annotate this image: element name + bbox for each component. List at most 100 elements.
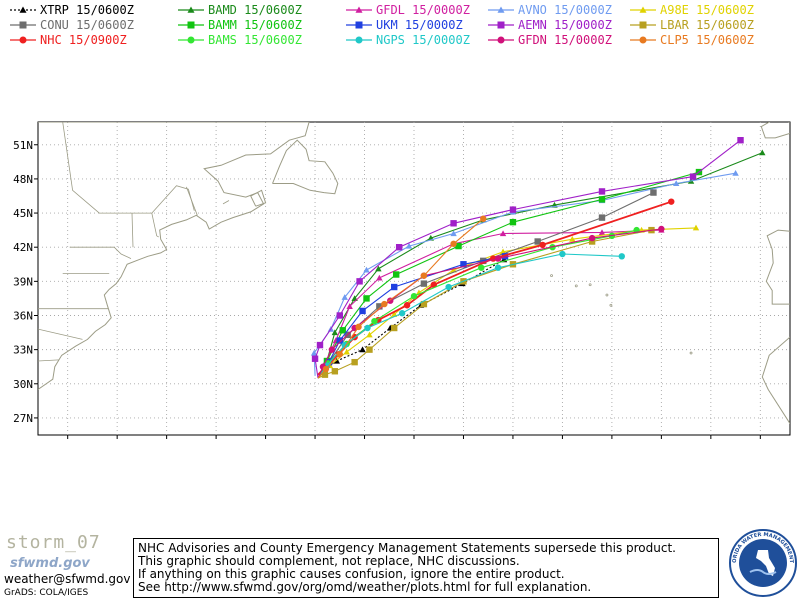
- legend-label: BAMM 15/0600Z: [208, 18, 302, 32]
- track-point: [363, 266, 370, 273]
- track-point: [692, 224, 700, 231]
- track-point: [359, 346, 366, 353]
- y-tick-label: 27N: [13, 412, 33, 425]
- track-point: [588, 234, 596, 242]
- track-point: [351, 358, 358, 366]
- legend-label: AEMN 15/0000Z: [518, 18, 612, 32]
- track-point: [328, 346, 336, 353]
- y-tick-label: 48N: [13, 173, 33, 186]
- track-point: [455, 242, 462, 250]
- branding-block: storm_07 sfwmd.gov weather@sfwmd.gov GrA…: [4, 532, 132, 600]
- political-border: [186, 186, 198, 216]
- track-point: [391, 324, 398, 332]
- map-content: [38, 122, 790, 435]
- political-border: [62, 122, 195, 214]
- track-point: [410, 292, 418, 300]
- legend-label: GFDN 15/0000Z: [518, 33, 612, 47]
- track-point: [336, 312, 343, 319]
- circle-marker-icon: [187, 36, 195, 44]
- legend-label: CONU 15/0600Z: [40, 18, 134, 32]
- coastline: [765, 229, 790, 305]
- track-point: [341, 294, 348, 300]
- legend-label: GFDL 15/0000Z: [376, 3, 470, 17]
- y-tick-label: 42N: [13, 241, 33, 254]
- legend-swatch: [488, 36, 514, 44]
- track-point: [450, 220, 457, 227]
- track-point: [398, 310, 406, 317]
- track-point: [559, 250, 566, 258]
- political-border: [69, 246, 132, 259]
- legend-label: UKM 15/0000Z: [376, 18, 463, 32]
- track-point: [732, 170, 739, 176]
- track-point: [343, 348, 350, 355]
- square-marker-icon: [355, 21, 363, 29]
- track-aemn: [311, 137, 744, 379]
- triangle-marker-icon: [355, 6, 363, 13]
- coastline: [38, 122, 310, 390]
- y-tick-label: 33N: [13, 344, 33, 357]
- disclaimer-line: If anything on this graphic causes confu…: [138, 567, 565, 581]
- track-point: [333, 357, 341, 364]
- legend-swatch: [178, 6, 204, 13]
- legend-label: A98E 15/0600Z: [660, 3, 754, 17]
- track-point: [391, 283, 398, 291]
- track-point: [339, 327, 346, 334]
- triangle-marker-icon: [187, 6, 195, 13]
- political-border: [38, 328, 83, 340]
- track-point: [355, 323, 362, 331]
- island: [574, 284, 578, 288]
- legend-swatch: [488, 21, 514, 29]
- political-border: [222, 200, 230, 205]
- track-point: [341, 341, 348, 349]
- track-point: [509, 218, 517, 226]
- legend-swatch: [346, 21, 372, 29]
- track-point: [366, 331, 373, 338]
- track-point: [759, 149, 766, 156]
- track-point: [480, 215, 487, 222]
- track-point: [363, 295, 370, 302]
- track-point: [321, 371, 329, 378]
- legend-swatch: [630, 36, 656, 44]
- legend-label: LBAR 15/0600Z: [660, 18, 754, 32]
- model-tracks: [310, 137, 766, 379]
- disclaimer-line: This graphic should complement, not repl…: [138, 554, 520, 568]
- track-point: [420, 300, 428, 308]
- disclaimer-line: NHC Advisories and County Emergency Mana…: [138, 541, 676, 555]
- legend-swatch: [630, 6, 656, 13]
- legend-label: AVNO 15/0000Z: [518, 3, 612, 17]
- track-point: [336, 337, 343, 344]
- track-point: [618, 253, 625, 260]
- track-point: [450, 240, 457, 247]
- track-point: [650, 189, 657, 196]
- track-point: [346, 303, 353, 309]
- island: [609, 303, 613, 307]
- track-point: [366, 346, 373, 353]
- track-point: [375, 265, 382, 272]
- track-point: [668, 198, 675, 205]
- track-point: [331, 329, 339, 336]
- track-point: [403, 302, 411, 309]
- y-tick-label: 45N: [13, 207, 33, 220]
- legend-swatch: [488, 6, 514, 13]
- track-point: [445, 283, 452, 291]
- track-point: [539, 241, 546, 249]
- circle-marker-icon: [639, 36, 647, 44]
- disclaimer-line: See http://www.sfwmd.gov/org/omd/weather…: [138, 580, 592, 594]
- storm-name: storm_07: [6, 532, 101, 553]
- track-point: [478, 264, 485, 271]
- contact-email[interactable]: weather@sfwmd.gov: [4, 572, 131, 586]
- triangle-marker-icon: [19, 6, 27, 13]
- track-point: [420, 272, 428, 279]
- grads-credit: GrADS: COLA/IGES: [4, 588, 89, 598]
- circle-marker-icon: [497, 36, 505, 44]
- legend-swatch: [10, 36, 36, 44]
- track-point: [405, 242, 413, 249]
- track-point: [737, 137, 744, 144]
- political-border: [151, 213, 159, 238]
- track-line: [317, 200, 672, 376]
- track-map: 80W75W70W65W60W55W50W45W40W35W30W25W20W1…: [13, 121, 791, 439]
- track-point: [395, 244, 403, 251]
- political-border: [38, 359, 59, 362]
- florida-outline-icon: [756, 550, 775, 576]
- track-ngps: [317, 250, 625, 379]
